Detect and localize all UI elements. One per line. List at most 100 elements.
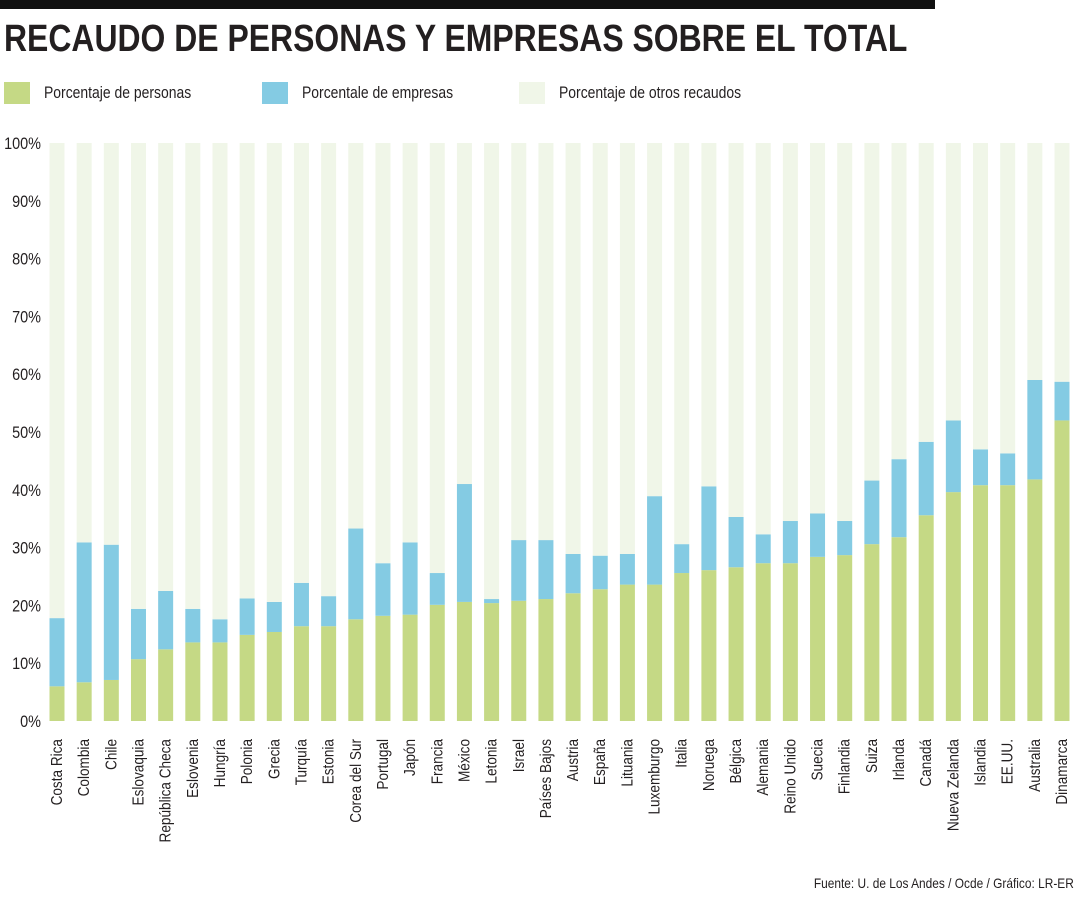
bar-personas [348, 619, 364, 721]
bar-empresas [1027, 379, 1043, 480]
bar-empresas [1054, 381, 1070, 421]
x-tick-label: España [592, 738, 609, 785]
legend-label-personas: Porcentaje de personas [44, 83, 192, 102]
x-tick-label: Lituania [619, 738, 636, 786]
bar-otros [158, 143, 174, 591]
x-tick-label: Letonia [484, 738, 501, 783]
bar-personas [266, 631, 282, 721]
bar-otros [810, 143, 826, 514]
bar-otros [647, 143, 663, 497]
x-tick-label: Alemania [755, 738, 772, 795]
y-tick-label: 0% [20, 713, 41, 731]
bar-empresas [864, 480, 880, 545]
bar-empresas [592, 555, 608, 590]
x-tick-label: EE.UU. [1000, 739, 1017, 784]
bar-empresas [76, 542, 92, 683]
bar-otros [212, 143, 228, 620]
bar-personas [293, 626, 309, 721]
bar-otros [592, 143, 608, 556]
y-tick-label: 100% [4, 135, 41, 153]
bar-personas [76, 682, 92, 721]
x-tick-label: Polonia [239, 738, 256, 784]
x-tick-label: Francia [429, 738, 446, 784]
bar-empresas [918, 441, 934, 516]
x-tick-label: Reino Unido [782, 739, 799, 814]
x-tick-label: Hungría [212, 738, 229, 787]
x-tick-label: Suiza [864, 738, 881, 773]
bar-empresas [49, 618, 65, 687]
x-tick-label: Irlanda [891, 738, 908, 780]
legend-label-otros: Porcentaje de otros recaudos [559, 83, 742, 102]
bar-otros [701, 143, 717, 487]
bar-empresas [511, 540, 527, 601]
chart-title: RECAUDO DE PERSONAS Y EMPRESAS SOBRE EL … [4, 18, 908, 60]
bar-personas [755, 563, 771, 721]
bar-personas [103, 679, 119, 721]
bar-personas [402, 614, 418, 721]
x-tick-label: Turquía [294, 738, 311, 785]
x-tick-label: Australia [1027, 738, 1044, 792]
bar-otros [619, 143, 635, 554]
x-tick-label: Italia [674, 738, 691, 767]
bar-personas [212, 642, 228, 721]
x-tick-label: Chile [103, 739, 120, 770]
bar-empresas [212, 619, 228, 643]
bar-empresas [130, 608, 146, 660]
bar-personas [239, 634, 255, 721]
bar-otros [538, 143, 554, 541]
bar-empresas [647, 496, 663, 585]
bar-personas [1000, 485, 1016, 721]
x-tick-label: Finlandia [837, 738, 854, 794]
x-tick-label: Estonia [321, 738, 338, 784]
bar-personas [619, 584, 635, 721]
bar-otros [674, 143, 690, 545]
bar-personas [375, 615, 391, 721]
bar-personas [158, 649, 174, 721]
legend-item-otros: Porcentaje de otros recaudos [519, 82, 781, 104]
x-tick-label: Países Bajos [538, 739, 555, 818]
bar-empresas [185, 608, 201, 643]
bar-otros [864, 143, 880, 481]
bar-empresas [837, 521, 853, 556]
bar-otros [103, 143, 119, 545]
x-tick-label: Japón [402, 739, 419, 776]
y-tick-label: 20% [12, 597, 41, 615]
bar-personas [918, 515, 934, 721]
bar-personas [973, 485, 989, 721]
bar-otros [1054, 143, 1070, 382]
y-tick-label: 70% [12, 308, 41, 326]
bar-empresas [565, 553, 581, 594]
bar-empresas [402, 542, 418, 615]
bar-empresas [782, 521, 798, 564]
x-tick-label: Austria [565, 738, 582, 781]
bar-personas [945, 492, 961, 721]
bar-otros [1027, 143, 1043, 380]
bar-otros [945, 143, 961, 421]
bar-otros [402, 143, 418, 543]
x-tick-label: República Checa [158, 738, 175, 842]
bar-otros [728, 143, 744, 517]
bar-otros [49, 143, 65, 619]
bar-otros [837, 143, 853, 522]
bar-empresas [674, 544, 690, 574]
bar-empresas [293, 582, 309, 627]
bar-otros [484, 143, 500, 600]
y-tick-label: 90% [12, 193, 41, 211]
source-note: Fuente: U. de Los Andes / Ocde / Gráfico… [814, 875, 1074, 891]
bar-personas [647, 584, 663, 721]
bar-empresas [348, 528, 364, 620]
x-tick-label: Noruega [701, 738, 718, 791]
y-tick-label: 50% [12, 424, 41, 442]
bar-otros [429, 143, 445, 574]
bar-otros [76, 143, 92, 543]
x-tick-label: Israel [511, 739, 528, 772]
x-tick-label: Bélgica [728, 738, 745, 783]
bar-personas [701, 570, 717, 721]
bar-otros [782, 143, 798, 522]
bar-empresas [158, 590, 174, 650]
x-tick-label: Dinamarca [1054, 738, 1071, 804]
bar-empresas [429, 573, 445, 605]
bar-personas [429, 604, 445, 721]
bar-empresas [973, 449, 989, 486]
bar-otros [293, 143, 309, 583]
